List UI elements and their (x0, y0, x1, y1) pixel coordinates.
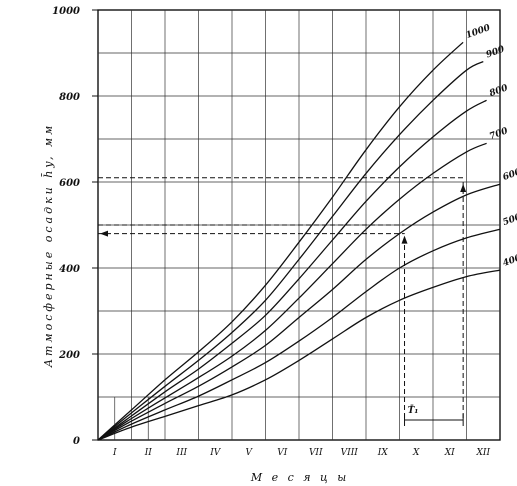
curve-label-600: 600 (502, 167, 517, 183)
arrow-ix (401, 235, 408, 244)
curve-600 (97, 183, 501, 441)
x-tick-label: I (112, 448, 117, 458)
y-tick-label: 1000 (52, 6, 80, 17)
reference-dashed-lines (98, 177, 467, 426)
x-tick-label: IX (377, 448, 389, 458)
x-tick-label: XI (444, 448, 455, 458)
curve-label-900: 900 (485, 44, 507, 60)
y-tick-label: 0 (73, 436, 80, 447)
y-axis-label: Атмосферные осадки h̄y, мм (42, 123, 55, 369)
x-tick-label: X (412, 448, 420, 458)
x-tick-label: V (246, 448, 254, 458)
curve-label-400: 400 (502, 253, 517, 269)
curve-900 (97, 61, 484, 441)
x-tick-label: VIII (341, 448, 359, 458)
grid (92, 9, 501, 441)
y-tick-label: 600 (59, 178, 80, 189)
curve-1000 (97, 41, 464, 441)
x-tick-label: VII (309, 448, 323, 458)
curve-500 (97, 228, 501, 441)
x-tick-label: III (175, 448, 187, 458)
curve-label-800: 800 (488, 83, 510, 99)
y-tick-label: 400 (59, 264, 80, 275)
annotation-t1: T̄₁ (408, 404, 419, 416)
x-tick-label: II (144, 448, 153, 458)
curve-label-700: 700 (488, 126, 510, 142)
x-tick-label: VI (277, 448, 287, 458)
curve-label-1000: 1000 (465, 23, 493, 41)
x-axis-label: М е с я ц ы (250, 471, 349, 484)
curve-400 (97, 269, 501, 441)
y-tick-label: 800 (59, 92, 80, 103)
curve-label-500: 500 (502, 212, 517, 228)
arrow-xi (460, 184, 467, 192)
x-tick-label: XII (475, 448, 490, 458)
arrow-480 (100, 230, 108, 237)
x-tick-label: IV (209, 448, 222, 458)
y-tick-label: 200 (58, 350, 80, 361)
curves (97, 41, 501, 441)
curve-800 (97, 99, 487, 441)
curve-700 (97, 142, 487, 441)
